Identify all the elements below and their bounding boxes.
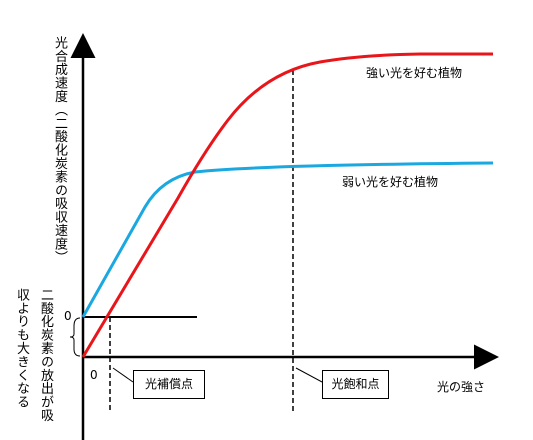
y-axis-label: 光合成速度（二酸化炭素の吸収速度）	[52, 36, 67, 264]
weak-curve	[81, 161, 494, 318]
connector	[295, 367, 323, 383]
x-axis-label: 光の強さ	[437, 380, 486, 394]
zero-label: 0	[64, 309, 72, 323]
compensation-box: 光補償点	[133, 370, 205, 399]
curve-label: 弱い光を好む植物	[342, 175, 439, 189]
strong-curve	[81, 52, 493, 358]
origin-label: 0	[90, 368, 98, 382]
connector	[112, 367, 134, 383]
saturation-box: 光飽和点	[322, 370, 389, 399]
note-line: 二酸化炭素の放出が吸	[38, 288, 53, 422]
curve-label: 強い光を好む植物	[366, 66, 463, 80]
note-line: 収よりも大きくなる	[14, 288, 29, 409]
brace	[69, 317, 81, 357]
